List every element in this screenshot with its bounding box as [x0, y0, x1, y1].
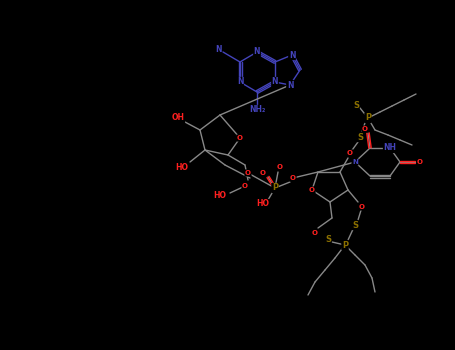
Text: NH: NH — [384, 144, 396, 153]
Text: N: N — [215, 44, 221, 54]
Text: P: P — [272, 183, 278, 192]
Text: P: P — [365, 113, 371, 122]
Text: S: S — [352, 220, 358, 230]
Text: S: S — [325, 234, 331, 244]
Text: O: O — [237, 135, 243, 141]
Text: HO: HO — [257, 199, 269, 209]
Text: O: O — [260, 170, 266, 176]
Text: O: O — [290, 175, 296, 181]
Text: O: O — [277, 164, 283, 170]
Text: OH: OH — [172, 113, 184, 122]
Text: N: N — [352, 159, 358, 165]
Text: N: N — [289, 50, 295, 60]
Text: O: O — [245, 170, 251, 176]
Text: HO: HO — [213, 191, 227, 201]
Text: N: N — [272, 77, 278, 86]
Text: P: P — [342, 240, 348, 250]
Text: O: O — [347, 150, 353, 156]
Text: NH₂: NH₂ — [249, 105, 265, 114]
Text: N: N — [237, 77, 243, 86]
Text: HO: HO — [176, 162, 188, 172]
Text: S: S — [357, 133, 363, 141]
Text: S: S — [353, 100, 359, 110]
Text: O: O — [362, 126, 368, 132]
Text: O: O — [312, 230, 318, 236]
Text: O: O — [359, 204, 365, 210]
Text: N: N — [254, 48, 260, 56]
Text: N: N — [287, 80, 293, 90]
Text: O: O — [309, 187, 315, 193]
Text: O: O — [242, 183, 248, 189]
Text: O: O — [417, 159, 423, 165]
